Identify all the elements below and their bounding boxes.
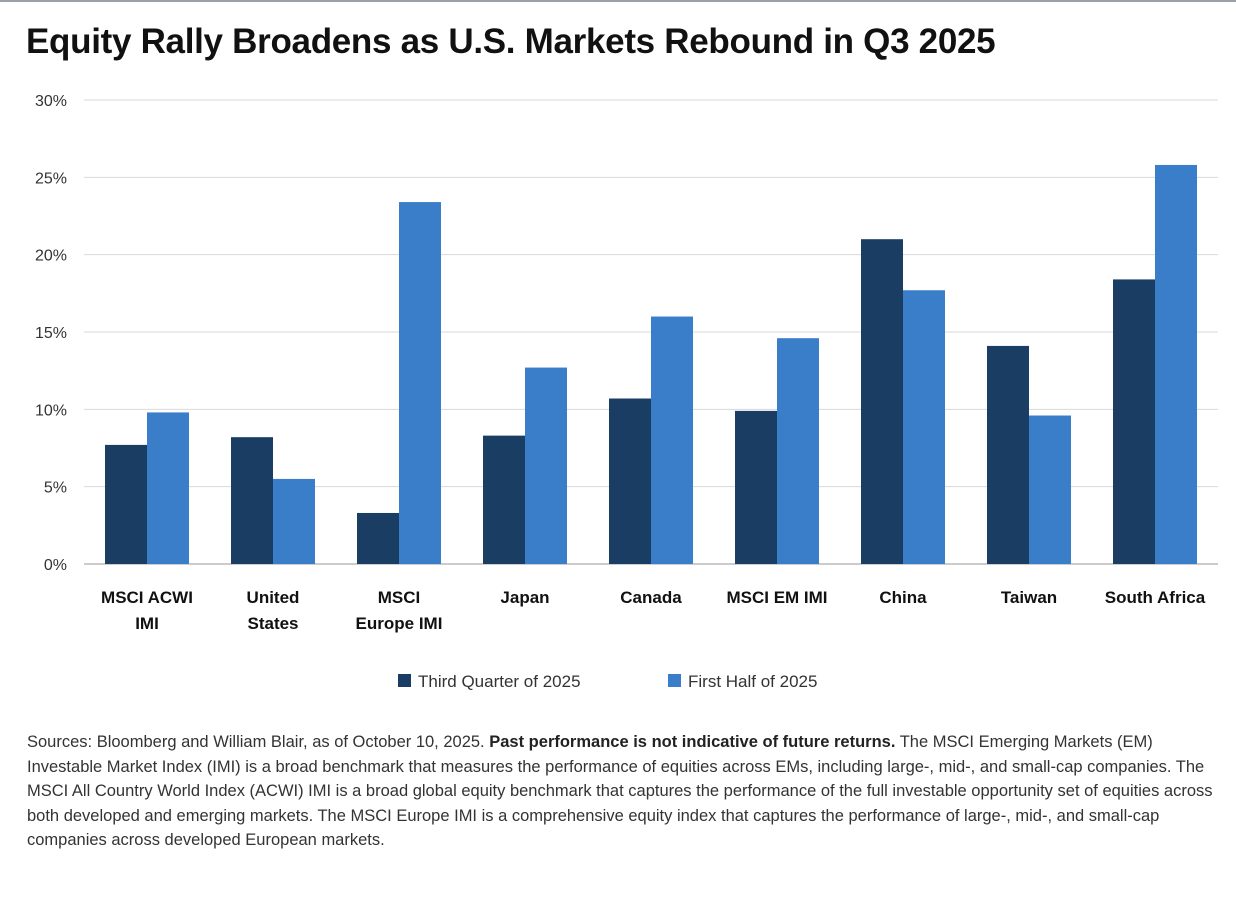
bar-chart: 0% 5% 10% 15% 20% 25% 30% MSCI ACWI IMI United St…	[35, 93, 1218, 691]
legend: Third Quarter of 2025 First Half of 2025	[398, 672, 817, 691]
x-category-label: MSCI ACWI IMI	[101, 588, 193, 633]
y-tick-label: 20%	[35, 248, 67, 265]
x-category-label: China	[879, 588, 927, 607]
bar-h1-2025	[1029, 415, 1071, 564]
bars	[105, 164, 1197, 564]
y-tick-label: 0%	[44, 557, 67, 574]
bar-h1-2025	[1155, 164, 1197, 564]
bar-h1-2025	[399, 202, 441, 564]
x-category-label: South Africa	[1105, 588, 1206, 607]
legend-swatch	[668, 674, 681, 687]
x-category-label: Canada	[620, 588, 682, 607]
bar-q3-2025	[735, 410, 777, 564]
x-category-label: United States	[247, 588, 300, 633]
x-category-label: Taiwan	[1001, 588, 1057, 607]
x-category-label: Japan	[500, 588, 549, 607]
bar-h1-2025	[525, 367, 567, 564]
bar-q3-2025	[231, 437, 273, 564]
bar-h1-2025	[273, 478, 315, 564]
bar-q3-2025	[609, 398, 651, 564]
legend-label: First Half of 2025	[688, 672, 817, 691]
legend-label: Third Quarter of 2025	[418, 672, 581, 691]
bar-q3-2025	[987, 345, 1029, 564]
y-tick-label: 30%	[35, 93, 67, 110]
top-border	[0, 0, 1236, 2]
footnote: Sources: Bloomberg and William Blair, as…	[27, 730, 1217, 853]
chart-title: Equity Rally Broadens as U.S. Markets Re…	[26, 22, 996, 61]
x-category-label: MSCI EM IMI	[726, 588, 827, 607]
bar-q3-2025	[1113, 279, 1155, 564]
y-axis-labels: 0% 5% 10% 15% 20% 25% 30%	[35, 93, 67, 574]
y-tick-label: 25%	[35, 170, 67, 187]
y-tick-label: 15%	[35, 325, 67, 342]
bar-q3-2025	[483, 435, 525, 564]
footnote-sources: Sources: Bloomberg and William Blair, as…	[27, 733, 485, 751]
bar-h1-2025	[903, 290, 945, 564]
bar-h1-2025	[777, 338, 819, 564]
bar-q3-2025	[357, 512, 399, 564]
bar-q3-2025	[105, 444, 147, 564]
bar-h1-2025	[651, 316, 693, 564]
bar-q3-2025	[861, 239, 903, 564]
footnote-disclaimer: Past performance is not indicative of fu…	[489, 733, 896, 751]
footnote-definitions: The MSCI Emerging Markets (EM) Investabl…	[27, 733, 1213, 850]
x-category-label: MSCI Europe IMI	[356, 588, 443, 633]
y-tick-label: 10%	[35, 402, 67, 419]
y-tick-label: 5%	[44, 480, 67, 497]
bar-h1-2025	[147, 412, 189, 564]
x-axis-labels: MSCI ACWI IMI United States MSCI Europe IMI Ja…	[101, 588, 1206, 633]
legend-swatch	[398, 674, 411, 687]
